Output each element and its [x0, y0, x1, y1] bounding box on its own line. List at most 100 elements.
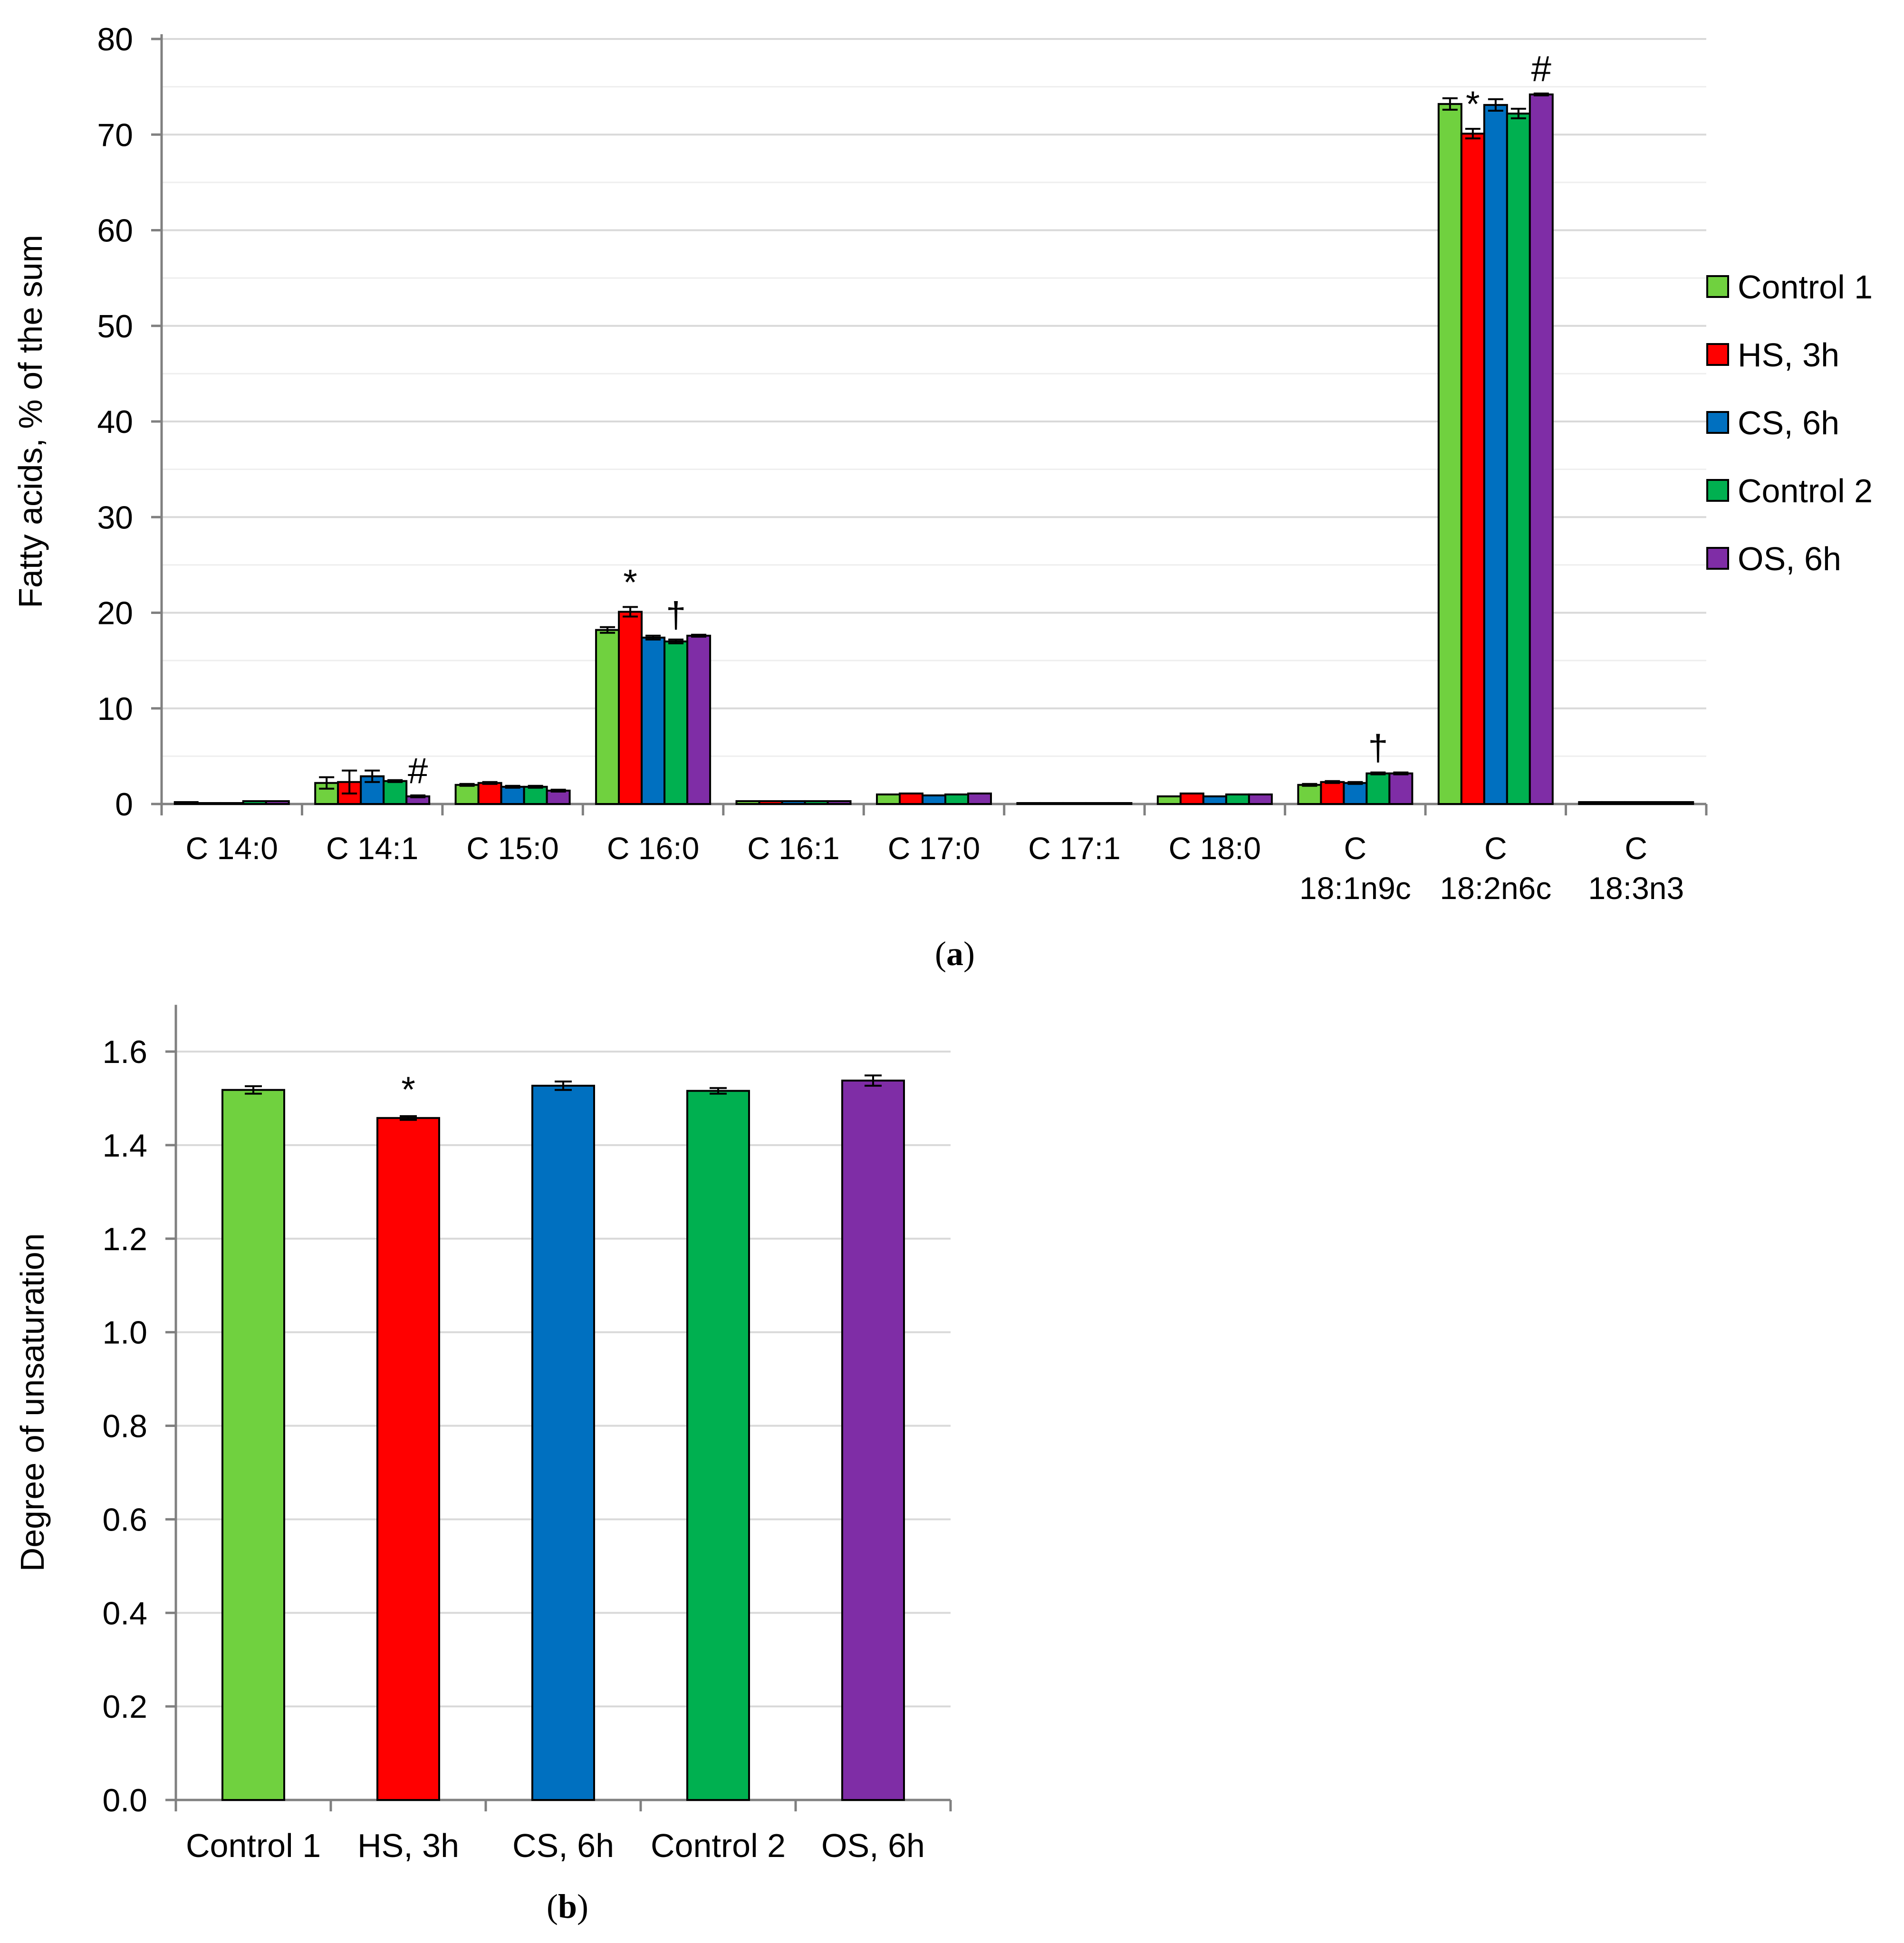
legend-label: HS, 3h — [1738, 336, 1839, 373]
bar — [827, 800, 852, 805]
bar — [922, 794, 946, 805]
y-tick-label: 0.8 — [102, 1408, 147, 1445]
bar — [804, 800, 829, 805]
legend-swatch — [1706, 275, 1729, 298]
panel-b-label: (b) — [547, 1887, 588, 1925]
x-tick-label: CS, 6h — [512, 1827, 614, 1864]
x-tick-label: HS, 3h — [357, 1827, 459, 1864]
bar — [735, 800, 760, 805]
bar — [1085, 802, 1110, 805]
bar — [1669, 801, 1694, 805]
bar — [219, 802, 244, 805]
significance-marker: † — [1368, 728, 1388, 768]
bar — [967, 792, 992, 805]
y-axis-title: Fatty acids, % of the sum — [12, 235, 49, 608]
legend-swatch — [1706, 547, 1729, 570]
bar — [758, 800, 783, 805]
x-tick-label: C 17:1 — [1028, 831, 1120, 866]
x-tick-label: C 18:2n6c — [1440, 831, 1551, 906]
x-tick-label: Control 2 — [651, 1827, 786, 1864]
significance-marker: * — [401, 1070, 415, 1110]
bar — [242, 800, 267, 805]
y-tick-label: 0 — [115, 786, 133, 823]
bar — [531, 1084, 595, 1801]
bar — [1179, 792, 1204, 805]
y-tick-label: 20 — [97, 595, 133, 632]
bar — [1107, 802, 1133, 805]
bar — [1320, 781, 1345, 805]
y-tick-label: 50 — [97, 308, 133, 345]
bar — [1388, 772, 1414, 805]
significance-marker: # — [408, 751, 428, 791]
y-tick-label: 80 — [97, 21, 133, 57]
legend-label: Control 1 — [1738, 268, 1873, 306]
bar — [1578, 801, 1603, 805]
bar — [221, 1089, 285, 1801]
legend-swatch — [1706, 411, 1729, 434]
bar — [876, 793, 901, 805]
bar — [686, 1090, 750, 1801]
bar — [1437, 103, 1462, 805]
bar — [686, 634, 712, 805]
panel-b: 0.0 0.2 0.4 0.6 0.8 1.0 1.2 1.4 1.6 Control 1 HS, … — [14, 1005, 952, 1864]
bar — [383, 780, 408, 805]
bar — [477, 782, 502, 805]
bar — [1062, 802, 1087, 805]
bar — [265, 800, 290, 805]
bar — [1202, 795, 1227, 805]
bar — [1016, 802, 1041, 805]
bar — [1248, 793, 1273, 805]
bar — [1297, 784, 1322, 805]
bar — [454, 784, 480, 805]
bar — [899, 792, 923, 805]
bar — [664, 640, 689, 805]
bar — [1624, 801, 1649, 805]
y-tick-label: 1.2 — [102, 1221, 147, 1257]
y-tick-label: 0.0 — [102, 1782, 147, 1819]
bar — [595, 629, 620, 805]
significance-marker: * — [623, 562, 637, 603]
y-tick-label: 30 — [97, 499, 133, 536]
bar — [376, 1117, 440, 1801]
x-tick-label: C 18:0 — [1169, 831, 1261, 866]
bar — [1483, 104, 1508, 805]
y-tick-label: 1.4 — [102, 1128, 147, 1164]
legend-label: CS, 6h — [1738, 404, 1839, 441]
bar — [1343, 782, 1368, 805]
bar — [1365, 772, 1391, 805]
x-tick-label: C 16:1 — [747, 831, 839, 866]
significance-marker: * — [1466, 84, 1480, 124]
y-tick-label: 0.4 — [102, 1595, 147, 1631]
bar — [781, 800, 806, 805]
y-tick-label: 0.2 — [102, 1689, 147, 1725]
y-axis-title: Degree of unsaturation — [14, 1233, 51, 1571]
legend-label: OS, 6h — [1738, 540, 1841, 577]
y-tick-label: 60 — [97, 213, 133, 249]
x-tick-label: C 18:3n3 — [1588, 831, 1684, 906]
bar — [1529, 93, 1554, 805]
significance-marker: † — [666, 595, 686, 635]
legend-label: Control 2 — [1738, 472, 1873, 509]
bar — [546, 789, 571, 805]
y-tick-label: 0.6 — [102, 1502, 147, 1538]
y-tick-label: 70 — [97, 117, 133, 153]
bar — [1646, 801, 1672, 805]
x-tick-label: C 14:1 — [326, 831, 418, 866]
bar — [173, 801, 199, 805]
legend-swatch — [1706, 343, 1729, 366]
panel-labels: (a) (b) — [547, 935, 975, 1925]
significance-marker: # — [1531, 49, 1551, 89]
bar — [500, 785, 525, 805]
panel-a-label: (a) — [935, 935, 975, 973]
bar — [196, 802, 221, 805]
bar — [1506, 112, 1531, 805]
bar — [944, 793, 969, 805]
bar — [641, 636, 666, 805]
bar — [1039, 802, 1064, 805]
bar — [1156, 795, 1182, 805]
y-tick-label: 1.0 — [102, 1315, 147, 1351]
bar — [618, 611, 643, 805]
legend-swatch — [1706, 479, 1729, 502]
x-tick-label: Control 1 — [186, 1827, 321, 1864]
